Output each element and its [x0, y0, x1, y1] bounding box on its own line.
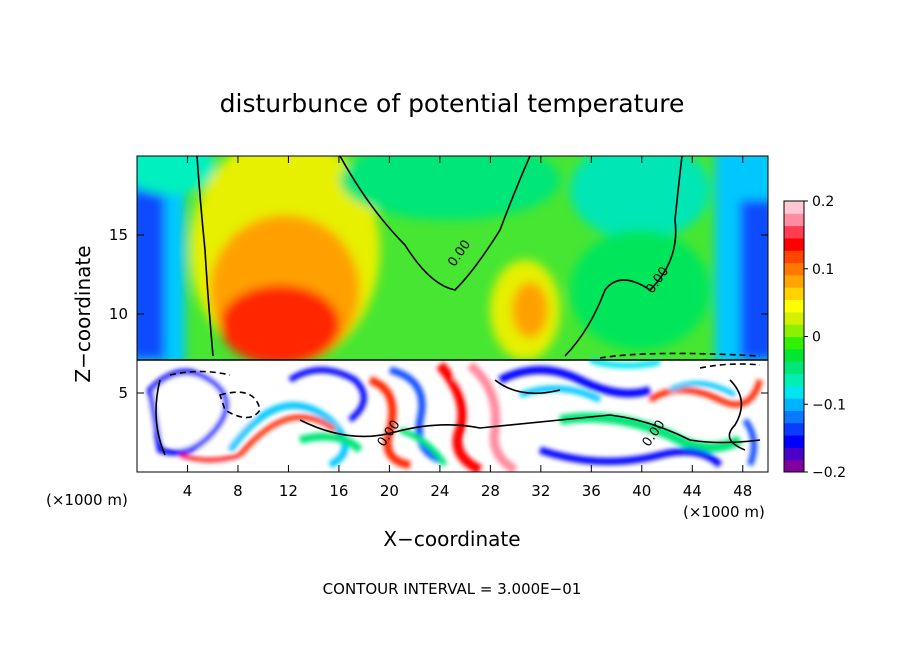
contour-zero-left	[196, 156, 214, 357]
colorbar-tick-label: 0.2	[812, 194, 834, 210]
upper-right-top-cyan	[570, 156, 710, 240]
colorbar-swatch	[784, 336, 804, 350]
contour-zero-lower	[299, 414, 761, 444]
x-tick-label: 40	[632, 482, 651, 500]
y-axis-title: Z−coordinate	[71, 245, 95, 382]
colorbar: 0.2 0.1 0 −0.1 −0.2	[784, 194, 846, 481]
x-tick-label: 4	[183, 482, 193, 500]
colorbar-swatch	[784, 311, 804, 325]
x-axis: 4 8 12 16 20 24 28 32 36 40 44 48	[183, 156, 752, 500]
heatmap-field	[137, 156, 768, 472]
upper-center-top-green	[340, 156, 560, 220]
y-tick-label: 15	[109, 226, 128, 244]
x-tick-label: 12	[279, 482, 298, 500]
upper-right-cold-core	[740, 200, 768, 360]
colorbar-frame	[783, 200, 805, 473]
colorbar-swatch	[784, 262, 804, 276]
right-warm-orange	[512, 282, 548, 338]
x-tick-label: 44	[683, 482, 702, 500]
colorbar-tick-label: 0	[812, 330, 821, 346]
colorbar-swatch	[784, 373, 804, 387]
y-tick-label: 5	[118, 384, 128, 402]
colorbar-swatch	[784, 213, 804, 227]
contour-interval-note: CONTOUR INTERVAL = 3.000E−01	[323, 580, 582, 598]
colorbar-swatch	[784, 287, 804, 301]
chart-title: disturbunce of potential temperature	[220, 89, 685, 118]
colorbar-swatch	[784, 274, 804, 288]
colorbar-tick-label: −0.2	[812, 465, 846, 481]
colorbar-swatch	[784, 422, 804, 436]
colorbar-swatch	[784, 225, 804, 239]
colorbar-swatch	[784, 348, 804, 362]
colorbar-swatch	[784, 435, 804, 448]
x-tick-label: 16	[329, 482, 348, 500]
upper-left-cold-core	[137, 190, 165, 360]
colorbar-swatch	[784, 459, 804, 473]
x-unit-right: (×1000 m)	[683, 503, 765, 521]
warm-column-red	[220, 285, 340, 365]
x-unit-left: (×1000 m)	[46, 491, 128, 509]
x-tick-label: 32	[531, 482, 550, 500]
upper-left-top-cyan	[137, 156, 215, 195]
y-tick-label: 10	[109, 305, 128, 323]
contour-zero-right	[564, 156, 683, 357]
colorbar-swatch	[784, 361, 804, 374]
contour-zero-center	[339, 156, 531, 291]
colorbar-swatch	[784, 324, 804, 337]
colorbar-swatch	[784, 201, 804, 214]
x-tick-label: 36	[582, 482, 601, 500]
colorbar-swatch	[784, 447, 804, 461]
y-axis: 5 10 15	[109, 226, 768, 402]
colorbar-swatch	[784, 398, 804, 411]
x-tick-label: 8	[233, 482, 243, 500]
colorbar-tick-label: 0.1	[812, 262, 834, 278]
upper-right-green-blob	[570, 230, 710, 350]
colorbar-swatch	[784, 237, 804, 251]
colorbar-swatch	[784, 410, 804, 424]
contour-dashed	[169, 352, 761, 419]
colorbar-swatch	[784, 299, 804, 313]
x-tick-label: 48	[733, 482, 752, 500]
x-tick-label: 28	[481, 482, 500, 500]
colorbar-swatch	[784, 250, 804, 264]
x-axis-title: X−coordinate	[383, 527, 520, 551]
colorbar-tick-label: −0.1	[812, 397, 846, 413]
x-tick-label: 24	[430, 482, 449, 500]
colorbar-swatch	[784, 385, 804, 399]
x-tick-label: 20	[380, 482, 399, 500]
contour-lines	[137, 156, 768, 456]
